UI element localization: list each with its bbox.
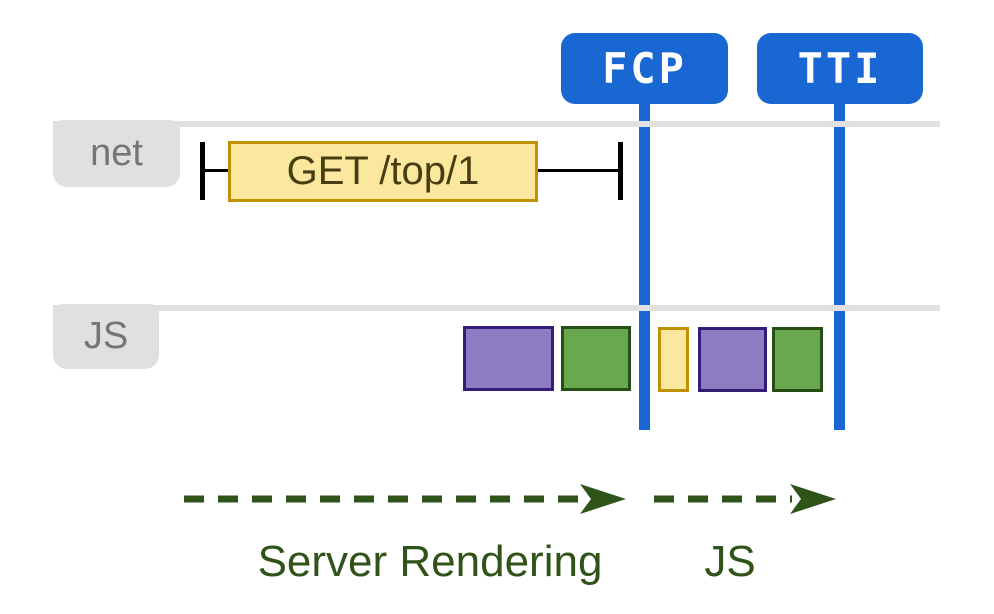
server-rendering-arrow xyxy=(184,484,626,514)
track-label-net: net xyxy=(53,120,180,187)
js-block-green-1 xyxy=(561,326,631,391)
net-track-line xyxy=(53,121,940,127)
js-arrow xyxy=(654,484,836,514)
js-block-purple-1 xyxy=(463,326,554,391)
request-end-tick xyxy=(618,142,623,200)
tti-marker-line xyxy=(834,98,845,430)
js-block-green-2 xyxy=(772,327,823,392)
request-start-tick xyxy=(200,142,205,200)
net-request-label: GET /top/1 xyxy=(286,149,480,193)
fcp-badge-label: FCP xyxy=(602,44,687,93)
fcp-badge: FCP xyxy=(561,33,728,104)
net-track-label-text: net xyxy=(90,132,143,174)
fcp-marker-line xyxy=(639,98,650,430)
tti-badge: TTI xyxy=(757,33,923,104)
server-rendering-arrowhead-icon xyxy=(580,484,626,514)
js-phase-label: JS xyxy=(704,537,756,586)
tti-badge-label: TTI xyxy=(797,44,883,93)
net-request-box: GET /top/1 xyxy=(228,141,538,202)
server-rendering-phase-label: Server Rendering xyxy=(257,537,603,586)
js-track-label-text: JS xyxy=(83,315,129,357)
js-track-line xyxy=(53,305,940,311)
js-arrowhead-icon xyxy=(790,484,836,514)
track-label-js: JS xyxy=(53,304,159,369)
js-block-yellow-1 xyxy=(658,327,689,392)
js-block-purple-2 xyxy=(698,327,767,392)
